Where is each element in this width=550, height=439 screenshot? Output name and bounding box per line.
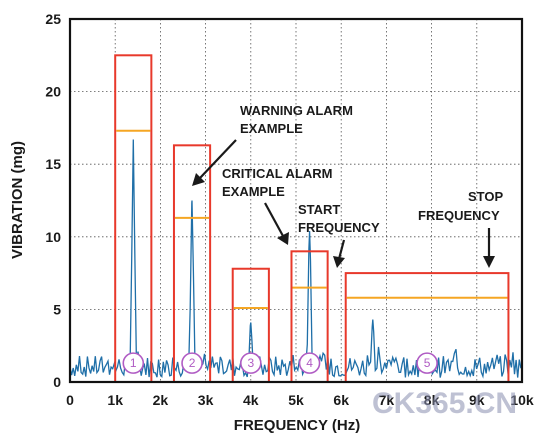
- annotation-start-line-1: START: [298, 202, 340, 217]
- x-tick-label: 8k: [424, 392, 440, 408]
- x-tick-label: 4k: [243, 392, 259, 408]
- annotation-start-arrow: [337, 239, 346, 260]
- watermark-text: CK365.CN: [372, 387, 517, 420]
- annotation-critical-arrow: [264, 202, 284, 237]
- y-tick-label: 10: [45, 229, 61, 245]
- plot-frame: [68, 17, 524, 384]
- band-number-label: 2: [189, 356, 196, 370]
- y-tick-label: 20: [45, 84, 61, 100]
- alarm-band-5: 5: [344, 272, 510, 384]
- band-number-label: 1: [130, 356, 137, 370]
- annotation-start-arrowhead: [333, 256, 345, 268]
- annotation-start: START FREQUENCY: [298, 202, 380, 268]
- band-number-label: 4: [306, 356, 313, 370]
- band-number-badge: [416, 352, 438, 374]
- band-number-label: 3: [247, 356, 254, 370]
- x-tick-label: 9k: [469, 392, 485, 408]
- x-tick-label: 1k: [107, 392, 123, 408]
- band-number-badge: [181, 352, 203, 374]
- annotation-warning-line-2: EXAMPLE: [240, 121, 303, 136]
- band-number-badge: [298, 352, 321, 374]
- band-number-label: 5: [424, 356, 431, 370]
- y-tick-label: 15: [45, 156, 61, 172]
- x-tick-labels: 0 1k 2k 3k 4k 5k 6k 7k 8k 9k 10k: [66, 392, 534, 408]
- x-tick-label: 5k: [288, 392, 304, 408]
- spectrum-line: [69, 139, 522, 379]
- annotation-start-line-2: FREQUENCY: [298, 220, 380, 235]
- y-tick-label: 5: [53, 301, 61, 317]
- grid: [69, 18, 523, 383]
- x-tick-label: 6k: [333, 392, 349, 408]
- annotation-stop-line-2: FREQUENCY: [418, 208, 500, 223]
- alarm-band-2: 2: [172, 144, 212, 383]
- alarm-band-4: 4: [290, 250, 329, 383]
- x-tick-label: 2k: [153, 392, 169, 408]
- plot-border: [68, 17, 524, 384]
- x-axis-title: FREQUENCY (Hz): [234, 417, 360, 434]
- x-tick-label: 0: [66, 392, 74, 408]
- annotation-warning-arrow: [199, 139, 237, 179]
- band-number-badge: [122, 352, 145, 374]
- annotation-warning-line-1: WARNING ALARM: [240, 103, 353, 118]
- annotation-critical-line-2: EXAMPLE: [222, 184, 285, 199]
- annotation-warning: WARNING ALARM EXAMPLE: [192, 103, 353, 186]
- vibration-spectrum-series: [69, 139, 522, 379]
- annotation-critical-arrowhead: [277, 232, 289, 245]
- x-tick-label: 10k: [510, 392, 534, 408]
- critical-alarm-box: [114, 54, 153, 384]
- critical-alarm-box: [172, 144, 212, 383]
- y-tick-label: 0: [53, 374, 61, 390]
- annotation-stop: STOP FREQUENCY: [418, 189, 503, 268]
- y-tick-labels: 0 5 10 15 20 25: [45, 11, 61, 390]
- x-tick-label: 7k: [379, 392, 395, 408]
- y-tick-label: 25: [45, 11, 61, 27]
- annotation-critical: CRITICAL ALARM EXAMPLE: [222, 166, 333, 245]
- x-tick-label: 3k: [198, 392, 214, 408]
- band-number-badge: [240, 352, 262, 374]
- alarm-band-1: 1: [114, 54, 153, 384]
- annotation-critical-line-1: CRITICAL ALARM: [222, 166, 333, 181]
- y-axis-title: VIBRATION (mg): [9, 141, 26, 259]
- annotation-stop-arrowhead: [483, 256, 495, 268]
- annotation-stop-line-1: STOP: [468, 189, 503, 204]
- annotation-warning-arrowhead: [192, 173, 205, 186]
